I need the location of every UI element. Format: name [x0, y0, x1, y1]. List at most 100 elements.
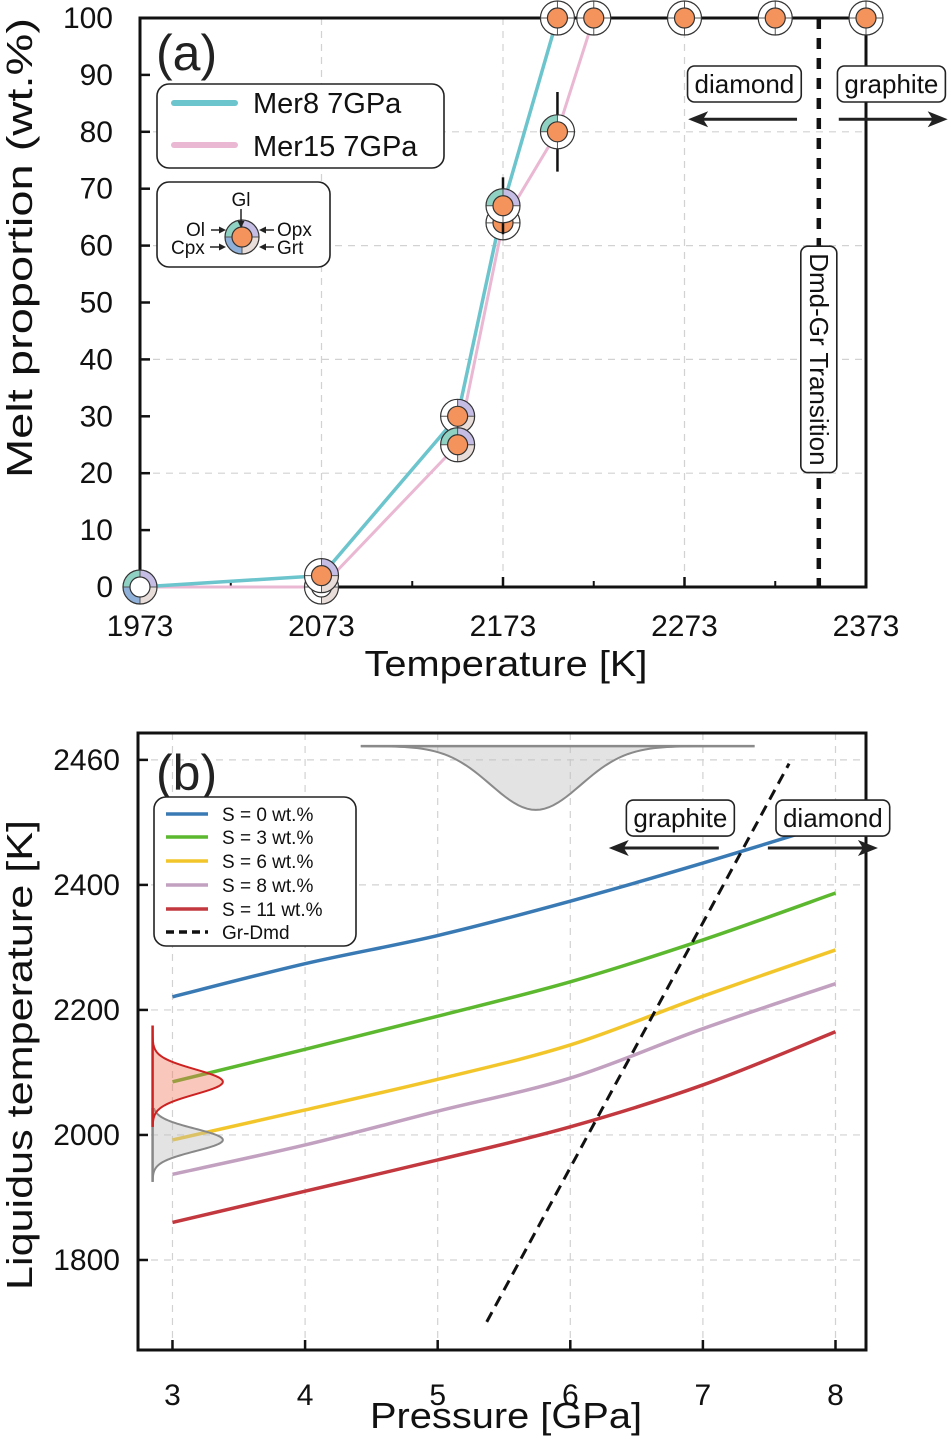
gr-dmd-boundary-line [485, 762, 791, 1323]
panel-label-b: (b) [156, 745, 217, 801]
glass-center [492, 195, 514, 217]
y-tick-label: 50 [80, 287, 113, 320]
arrow-head [857, 840, 878, 857]
x-tick-label: 2373 [833, 610, 900, 643]
phase-quadrant-opx [457, 427, 475, 445]
dmd-gr-transition-label: Dmd-Gr Transition [800, 245, 838, 474]
arrow-head [259, 243, 266, 251]
glass-center [310, 565, 333, 587]
marker-outline [576, 0, 612, 36]
phase-quadrant-opx [557, 1, 575, 18]
distribution-fill [152, 1025, 223, 1127]
data-marker [485, 188, 521, 224]
glass-center [855, 7, 877, 29]
phase-label-grt: Grt [277, 238, 304, 259]
arrow-cpx [210, 243, 226, 251]
data-marker [303, 558, 340, 594]
annotation-graphite-box [625, 799, 736, 837]
phase-quadrant-grt [557, 131, 575, 149]
marker-outline [757, 0, 793, 36]
phase-quadrant-grt [503, 222, 520, 240]
arrow-head [688, 111, 709, 128]
distribution-fill [152, 1108, 223, 1182]
arrow-head [927, 111, 948, 128]
glass-center [673, 7, 696, 29]
x-axis-label-b: Pressure [GPa] [370, 1395, 642, 1436]
x-tick-label: 2073 [288, 610, 355, 643]
arrow-head [219, 226, 226, 234]
y-tick-label: 80 [80, 116, 113, 149]
phase-quadrant-cpx [576, 18, 594, 35]
legend-label-s11: S = 11 wt.% [222, 900, 323, 921]
legend-a: Mer8 7GPa Mer15 7GPa [156, 83, 445, 169]
annotation-diamond: diamond [775, 799, 891, 837]
phase-quadrant-opx [593, 1, 611, 18]
arrow-grt [259, 243, 274, 251]
liquidus-curve-s3 [172, 891, 837, 1084]
phase-quadrant-cpx [486, 222, 503, 240]
phase-quadrant-grt [321, 587, 339, 604]
phase-quadrant-opx [242, 220, 259, 237]
y-tick-label: 70 [80, 173, 113, 206]
annotation-graphite: graphite [836, 65, 947, 103]
arrow-head [237, 221, 245, 228]
phase-quadrant-ol [576, 1, 594, 18]
x-tick-label: 2273 [651, 610, 718, 643]
y-axis-label-b: Liquidus temperature [K] [0, 820, 40, 1290]
arrow-ol [211, 226, 226, 234]
phase-quadrant-ol [225, 220, 242, 237]
legend-label-s0: S = 0 wt.% [222, 805, 313, 826]
phase-quadrant-cpx [486, 205, 503, 223]
transition-line-a: Dmd-Gr Transition [800, 18, 838, 587]
phase-quadrant-grt [684, 18, 702, 35]
phase-quadrant-cpx [849, 18, 866, 35]
annotation-graphite-label: graphite [844, 69, 938, 99]
glass-center [129, 576, 151, 598]
y-tick-label: 2460 [53, 744, 120, 777]
phase-quadrant-cpx [304, 587, 322, 604]
glass-center [764, 7, 786, 29]
x-tick-label: 3 [164, 1379, 181, 1412]
phase-quadrant-ol [540, 114, 558, 132]
y-axis-label-a: Melt proportion (wt.%) [0, 18, 40, 478]
phase-quadrant-opx [557, 114, 575, 132]
phase-quadrant-ol [540, 1, 558, 18]
annotation-graphite-box [836, 65, 947, 103]
phase-quadrant-ol [486, 188, 503, 206]
phase-quadrant-cpx [758, 18, 776, 35]
legend-label-mer8: Mer8 7GPa [253, 88, 402, 120]
arrow-gl [237, 209, 245, 228]
phase-quadrant-ol [758, 1, 776, 18]
phase-quadrant-ol [440, 399, 458, 417]
arrow-graphite [608, 840, 719, 857]
liquidus-curve-s0 [172, 820, 837, 999]
phase-quadrant-ol [123, 570, 140, 587]
phase-legend-symbol [224, 219, 260, 255]
glass-center [231, 226, 253, 248]
arrow-opx [259, 226, 274, 234]
liquidus-curve-s6 [172, 948, 837, 1142]
y-tick-label: 0 [96, 571, 113, 604]
arrow-diamond [767, 840, 878, 857]
annotation-diamond-label: diamond [695, 69, 795, 99]
phase-quadrant-grt [557, 18, 575, 35]
phase-quadrant-grt [775, 18, 793, 35]
legend-label-s3: S = 3 wt.% [222, 828, 313, 849]
phase-quadrant-cpx [304, 575, 322, 593]
glass-center [447, 405, 469, 427]
x-tick-label: 8 [827, 1379, 844, 1412]
temperature-distribution-red [151, 1025, 224, 1127]
x-tick-label: 5 [429, 1379, 446, 1412]
phase-quadrant-cpx [667, 18, 685, 35]
annotation-diamond-box [775, 799, 891, 837]
phase-quadrant-cpx [225, 237, 242, 254]
annotations-a: diamond graphite [686, 65, 948, 128]
x-tick-label: 4 [297, 1379, 314, 1412]
phase-quadrant-grt [503, 205, 520, 223]
phase-quadrant-grt [321, 575, 339, 593]
phase-legend-marker [224, 219, 260, 255]
data-marker [539, 114, 576, 150]
phase-quadrant-opx [866, 1, 883, 18]
series-line-mer15 [140, 17, 596, 589]
